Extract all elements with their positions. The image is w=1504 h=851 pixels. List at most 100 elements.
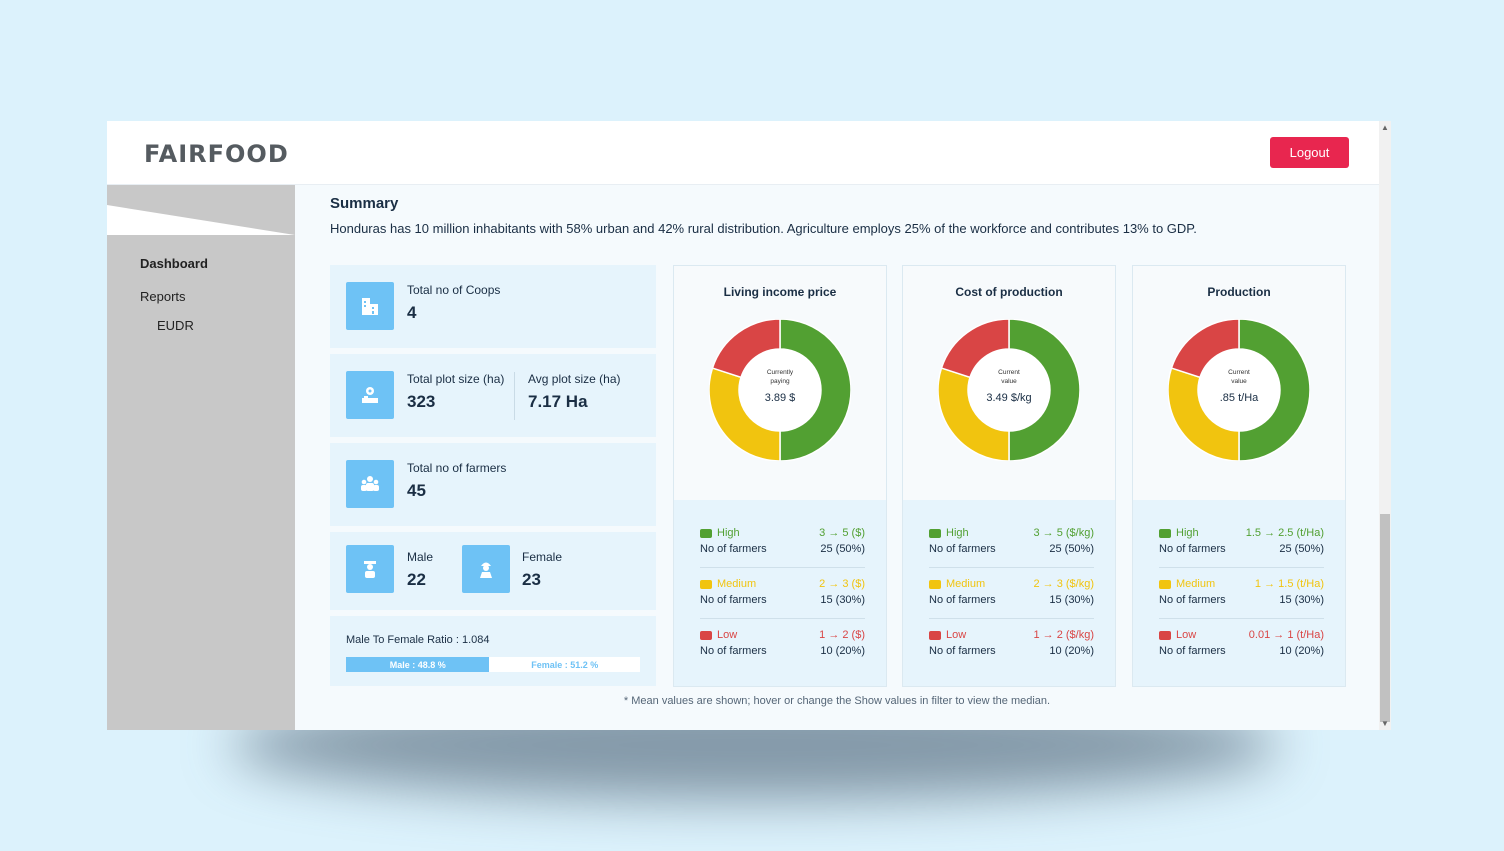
gender-card: Male 22 Female 23 (330, 532, 656, 610)
donut-center-caption: Current (1228, 369, 1250, 376)
legend-range: 1 → 1.5 (t/Ha) (1254, 578, 1324, 590)
male-label: Male (407, 550, 434, 564)
legend-name: High (1176, 527, 1199, 539)
production-chart-card: Production Current value .85 t/Ha High 1.5 … (1132, 265, 1346, 687)
sidebar-item-eudr[interactable]: EUDR (157, 318, 194, 333)
legend-swatch-low (929, 631, 941, 640)
legend-name: Low (717, 629, 738, 641)
legend-farmers-label: No of farmers (929, 543, 996, 555)
legend-swatch-high (1159, 529, 1171, 538)
legend-farmers-label: No of farmers (929, 594, 996, 606)
legend-name: Low (1176, 629, 1197, 641)
group-icon (346, 460, 394, 508)
male-value: 22 (407, 570, 426, 589)
female-label: Female (522, 550, 563, 564)
legend-row-low: Low 1 → 2 ($/kg) No of farmers 10 (20%) (929, 629, 1094, 679)
legend-name: Low (946, 629, 967, 641)
chart-legend: High 3 → 5 ($/kg) No of farmers 25 (50%) Med… (903, 500, 1115, 686)
cost-of-production-donut: Current value 3.49 $/kg (938, 319, 1080, 461)
legend-swatch-medium (929, 580, 941, 589)
legend-divider (1159, 567, 1324, 568)
legend-range: 1.5 → 2.5 (t/Ha) (1245, 527, 1324, 539)
legend-farmers-label: No of farmers (1159, 543, 1226, 555)
legend-farmers-count: 10 (20%) (820, 645, 865, 657)
legend-farmers-label: No of farmers (929, 645, 996, 657)
legend-name: Medium (946, 578, 986, 590)
legend-range: 2 → 3 ($/kg) (1033, 578, 1094, 590)
coops-card: Total no of Coops 4 (330, 265, 656, 348)
plot-size-label: Total plot size (ha) (407, 372, 505, 386)
logout-button[interactable]: Logout (1270, 137, 1349, 168)
donut-center (1198, 349, 1280, 431)
sidebar-item-reports[interactable]: Reports (140, 289, 186, 304)
coops-value: 4 (407, 303, 417, 322)
ratio-card: Male To Female Ratio : 1.084 Male : 48.8… (330, 616, 656, 686)
donut-center-value: .85 t/Ha (1220, 392, 1259, 404)
scroll-up-arrow-icon[interactable]: ▲ (1381, 123, 1389, 132)
farmers-card: Total no of farmers 45 (330, 443, 656, 526)
legend-farmers-count: 15 (30%) (820, 594, 865, 606)
chart-legend: High 3 → 5 ($) No of farmers 25 (50%) Medium… (674, 500, 886, 686)
legend-farmers-count: 15 (30%) (1279, 594, 1324, 606)
legend-range: 0.01 → 1 (t/Ha) (1248, 629, 1324, 641)
legend-name: High (717, 527, 740, 539)
legend-divider (929, 567, 1094, 568)
legend-row-medium: Medium 1 → 1.5 (t/Ha) No of farmers 15 (30%… (1159, 578, 1324, 628)
divider (514, 372, 515, 420)
donut-center (739, 349, 821, 431)
scroll-down-arrow-icon[interactable]: ▼ (1381, 719, 1389, 728)
legend-farmers-count: 25 (50%) (820, 543, 865, 555)
legend-farmers-count: 15 (30%) (1049, 594, 1094, 606)
living-income-price-chart-card: Living income price Currently paying 3.89 … (673, 265, 887, 687)
scrollbar-thumb[interactable] (1380, 514, 1390, 722)
legend-range: 3 → 5 ($/kg) (1033, 527, 1094, 539)
legend-swatch-low (1159, 631, 1171, 640)
chart-title: Living income price (723, 285, 837, 299)
fairfood-logo: FAIRFOOD (144, 140, 289, 168)
legend-row-low: Low 0.01 → 1 (t/Ha) No of farmers 10 (20%) (1159, 629, 1324, 679)
chart-legend: High 1.5 → 2.5 (t/Ha) No of farmers 25 (50%… (1133, 500, 1345, 686)
production-donut: Current value .85 t/Ha (1168, 319, 1310, 461)
legend-row-low: Low 1 → 2 ($) No of farmers 10 (20%) (700, 629, 865, 679)
sidebar-decoration (107, 205, 295, 235)
cost-of-production-chart-card: Cost of production Current value 3.49 $/kg… (902, 265, 1116, 687)
living-income-price-donut: Currently paying 3.89 $ (709, 319, 851, 461)
farmers-value: 45 (407, 481, 426, 500)
legend-farmers-label: No of farmers (700, 543, 767, 555)
legend-name: Medium (1176, 578, 1216, 590)
legend-swatch-medium (700, 580, 712, 589)
vertical-scrollbar[interactable]: ▲ ▼ (1379, 121, 1391, 730)
summary-title: Summary (330, 195, 399, 212)
donut-center-value: 3.49 $/kg (986, 392, 1031, 404)
farmers-label: Total no of farmers (407, 461, 507, 475)
avg-plot-size-label: Avg plot size (ha) (528, 372, 621, 386)
chart-title: Production (1207, 285, 1271, 299)
legend-swatch-medium (1159, 580, 1171, 589)
sidebar-item-dashboard[interactable]: Dashboard (140, 256, 208, 271)
legend-farmers-label: No of farmers (700, 594, 767, 606)
legend-divider (700, 618, 865, 619)
farm-plot-icon (346, 371, 394, 419)
legend-farmers-label: No of farmers (1159, 594, 1226, 606)
coops-label: Total no of Coops (407, 283, 501, 297)
legend-row-high: High 3 → 5 ($/kg) No of farmers 25 (50%) (929, 527, 1094, 577)
legend-farmers-count: 25 (50%) (1049, 543, 1094, 555)
donut-center-caption: Current (998, 369, 1020, 376)
plot-size-card: Total plot size (ha) 323 Avg plot size (… (330, 354, 656, 437)
female-value: 23 (522, 570, 541, 589)
legend-swatch-high (929, 529, 941, 538)
donut-center-value: 3.89 $ (765, 392, 796, 404)
sidebar: Dashboard Reports EUDR (107, 185, 295, 730)
female-farmer-icon (462, 545, 510, 593)
chart-title: Cost of production (955, 285, 1063, 299)
legend-divider (700, 567, 865, 568)
footnote: * Mean values are shown; hover or change… (623, 695, 1051, 707)
main-content: Summary Honduras has 10 million inhabita… (295, 185, 1379, 730)
legend-swatch-high (700, 529, 712, 538)
legend-farmers-label: No of farmers (1159, 645, 1226, 657)
donut-center-caption: paying (770, 378, 790, 385)
legend-farmers-label: No of farmers (700, 645, 767, 657)
building-icon (346, 282, 394, 330)
summary-text: Honduras has 10 million inhabitants with… (330, 221, 1197, 236)
legend-range: 1 → 2 ($/kg) (1033, 629, 1094, 641)
